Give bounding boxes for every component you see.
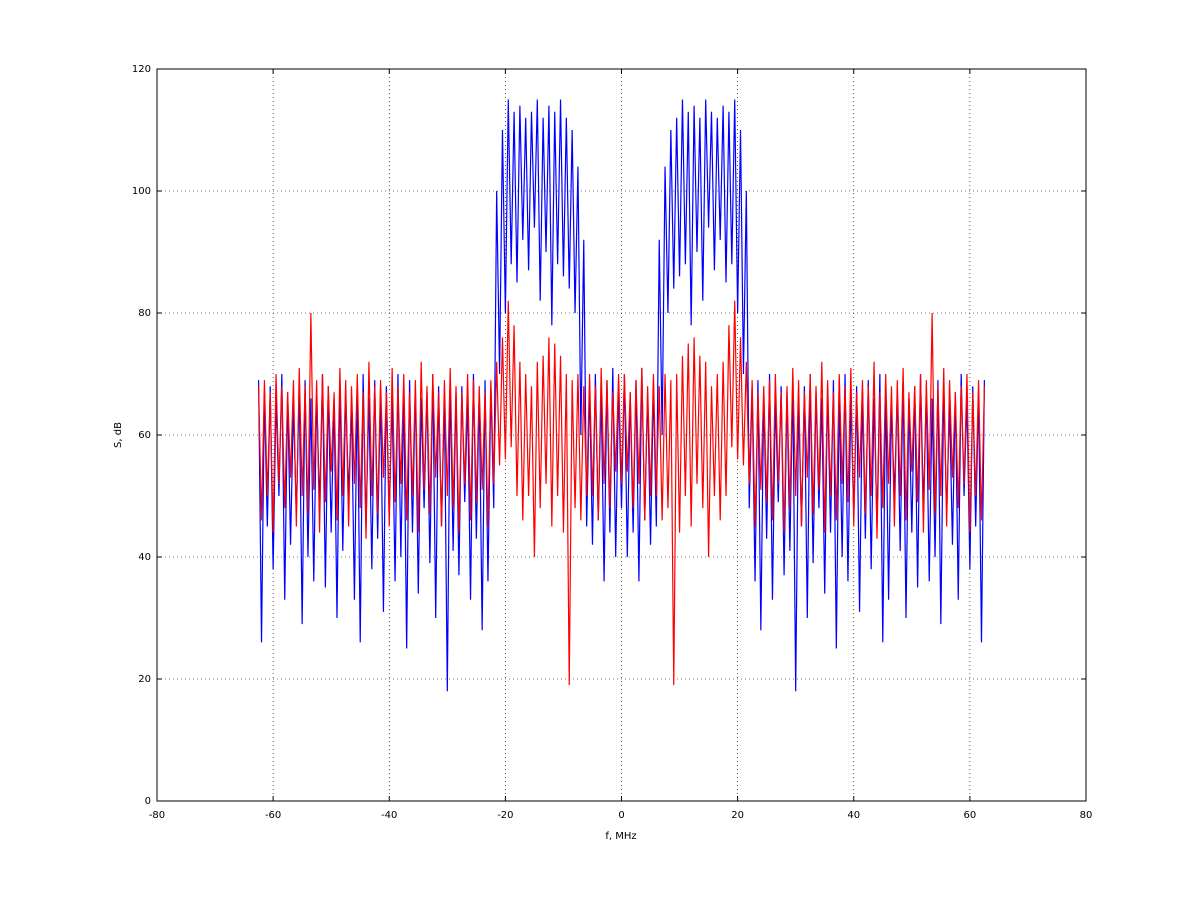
y-tick-label: 20 bbox=[138, 674, 151, 685]
x-tick-label: -40 bbox=[381, 810, 397, 821]
y-tick-label: 40 bbox=[138, 552, 151, 563]
plot-frame bbox=[156, 68, 1087, 802]
y-tick-label: 100 bbox=[132, 186, 151, 197]
x-axis-label: f, MHz bbox=[605, 831, 636, 842]
x-tick-label: 20 bbox=[731, 810, 744, 821]
x-tick-label: 60 bbox=[964, 810, 977, 821]
series-line bbox=[258, 300, 985, 686]
x-tick-label: -80 bbox=[149, 810, 165, 821]
x-tick-label: 40 bbox=[847, 810, 860, 821]
x-tick-label: 0 bbox=[618, 810, 624, 821]
y-tick-label: 80 bbox=[138, 308, 151, 319]
y-tick-label: 60 bbox=[138, 430, 151, 441]
x-tick-label: -60 bbox=[265, 810, 281, 821]
y-tick-label: 0 bbox=[145, 796, 151, 807]
x-tick-label: -20 bbox=[497, 810, 513, 821]
y-axis-label: S, dB bbox=[113, 422, 124, 448]
y-tick-label: 120 bbox=[132, 64, 151, 75]
x-tick-label: 80 bbox=[1080, 810, 1093, 821]
